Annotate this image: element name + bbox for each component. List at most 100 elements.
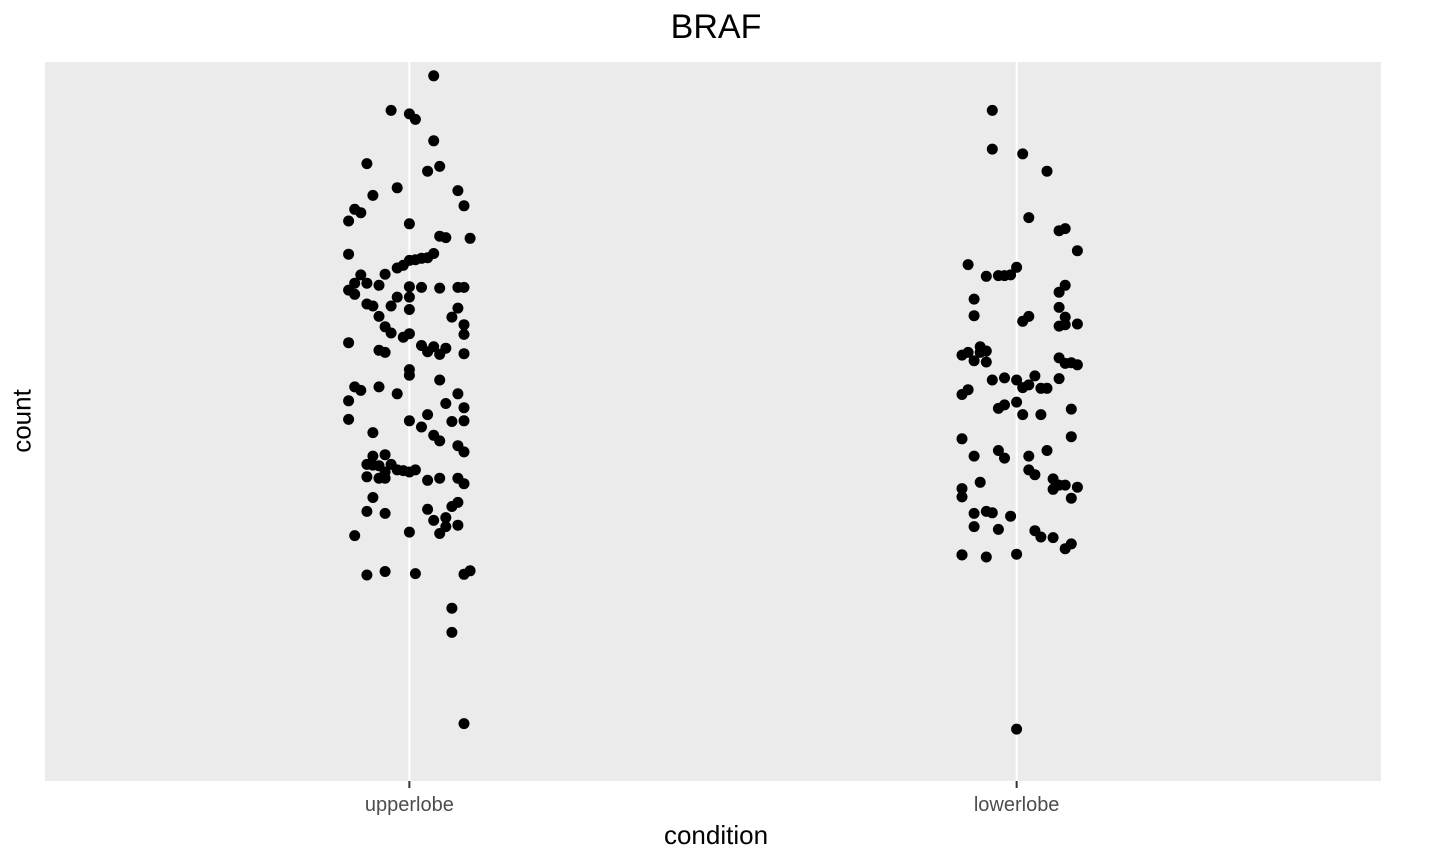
y-axis-label: count [6, 389, 37, 453]
data-point-lowerlobe-57 [1023, 450, 1035, 462]
data-point-upperlobe-122 [446, 626, 458, 638]
data-point-lowerlobe-59 [1041, 445, 1053, 456]
data-point-upperlobe-44 [403, 304, 415, 315]
data-point-upperlobe-4 [428, 135, 440, 147]
data-point-upperlobe-110 [428, 514, 440, 526]
data-point-upperlobe-88 [361, 458, 373, 470]
data-point-upperlobe-0 [428, 70, 440, 82]
data-point-upperlobe-28 [355, 269, 367, 281]
data-point-lowerlobe-74 [1005, 510, 1017, 522]
data-point-upperlobe-5 [361, 158, 373, 170]
data-point-lowerlobe-37 [986, 374, 998, 386]
data-point-upperlobe-99 [367, 492, 379, 503]
data-point-upperlobe-69 [343, 395, 355, 407]
data-point-upperlobe-48 [458, 319, 470, 331]
data-point-upperlobe-7 [422, 165, 434, 177]
data-point-upperlobe-27 [379, 268, 391, 280]
data-point-upperlobe-42 [367, 300, 379, 312]
data-point-lowerlobe-84 [1011, 548, 1023, 560]
data-point-upperlobe-114 [403, 526, 415, 538]
data-point-upperlobe-94 [422, 474, 434, 486]
data-point-upperlobe-65 [403, 369, 415, 381]
data-point-upperlobe-61 [434, 348, 446, 360]
data-point-lowerlobe-62 [1029, 469, 1041, 481]
data-point-upperlobe-46 [373, 310, 385, 322]
data-point-upperlobe-71 [452, 388, 464, 400]
data-point-lowerlobe-58 [999, 452, 1010, 464]
data-point-lowerlobe-36 [1053, 373, 1065, 385]
data-point-lowerlobe-83 [980, 551, 992, 563]
data-point-lowerlobe-38 [999, 372, 1010, 384]
data-point-upperlobe-72 [440, 398, 452, 409]
data-point-upperlobe-68 [355, 384, 367, 396]
data-point-upperlobe-6 [434, 160, 446, 172]
data-point-upperlobe-43 [385, 300, 397, 312]
data-point-lowerlobe-12 [1005, 269, 1017, 281]
data-point-upperlobe-33 [416, 281, 427, 293]
data-point-lowerlobe-9 [980, 270, 992, 282]
data-point-lowerlobe-55 [968, 450, 980, 462]
data-point-upperlobe-53 [343, 337, 355, 349]
data-point-upperlobe-85 [367, 450, 379, 462]
data-point-upperlobe-14 [343, 215, 355, 227]
data-point-lowerlobe-53 [956, 433, 968, 445]
data-point-upperlobe-100 [403, 466, 415, 478]
x-tick-label-upperlobe: upperlobe [365, 794, 454, 816]
data-point-lowerlobe-50 [1017, 409, 1029, 421]
data-point-upperlobe-15 [403, 218, 415, 230]
data-point-upperlobe-45 [452, 302, 464, 314]
data-point-lowerlobe-23 [1059, 311, 1071, 323]
data-point-lowerlobe-69 [1065, 492, 1077, 504]
data-point-lowerlobe-3 [1041, 165, 1053, 177]
data-point-lowerlobe-86 [1011, 723, 1023, 735]
data-point-upperlobe-70 [391, 388, 403, 400]
data-point-lowerlobe-67 [1071, 481, 1083, 493]
data-point-upperlobe-117 [379, 566, 391, 577]
data-point-lowerlobe-6 [1059, 223, 1071, 235]
data-point-upperlobe-98 [391, 464, 403, 476]
data-point-lowerlobe-44 [1035, 382, 1047, 394]
data-point-upperlobe-50 [385, 327, 397, 339]
data-point-upperlobe-52 [458, 328, 470, 340]
data-point-upperlobe-113 [349, 530, 361, 542]
data-point-upperlobe-11 [458, 200, 470, 212]
data-point-upperlobe-103 [458, 478, 470, 490]
data-point-upperlobe-82 [434, 435, 446, 447]
data-point-upperlobe-115 [434, 528, 446, 539]
data-point-upperlobe-13 [355, 207, 367, 219]
data-point-lowerlobe-7 [1071, 245, 1083, 257]
data-point-lowerlobe-42 [1023, 379, 1035, 391]
data-point-upperlobe-121 [446, 602, 458, 614]
data-point-upperlobe-60 [422, 346, 434, 358]
data-point-lowerlobe-81 [1059, 543, 1071, 555]
data-point-lowerlobe-29 [956, 349, 968, 361]
data-point-upperlobe-78 [458, 415, 470, 427]
data-point-upperlobe-118 [409, 568, 421, 580]
data-point-upperlobe-101 [434, 472, 446, 484]
data-point-lowerlobe-46 [956, 389, 968, 400]
data-point-upperlobe-74 [343, 413, 355, 425]
data-point-lowerlobe-4 [1023, 212, 1035, 224]
plot-panel [45, 62, 1381, 781]
data-point-upperlobe-116 [361, 569, 373, 581]
data-point-upperlobe-75 [403, 415, 415, 427]
data-point-upperlobe-38 [349, 288, 361, 300]
data-point-upperlobe-108 [446, 501, 458, 512]
x-axis: upperlobe lowerlobe [365, 781, 1059, 816]
data-point-upperlobe-120 [458, 568, 470, 580]
data-point-lowerlobe-39 [1011, 374, 1023, 386]
data-point-lowerlobe-1 [986, 143, 998, 155]
data-point-upperlobe-40 [403, 291, 415, 303]
data-point-upperlobe-30 [361, 277, 373, 289]
data-point-upperlobe-80 [416, 421, 427, 433]
data-point-lowerlobe-56 [974, 476, 986, 488]
data-point-lowerlobe-60 [992, 445, 1004, 456]
chart-title: BRAF [670, 8, 762, 46]
data-point-lowerlobe-85 [956, 549, 968, 561]
data-point-upperlobe-73 [458, 402, 470, 414]
data-point-lowerlobe-18 [968, 310, 980, 322]
data-point-lowerlobe-30 [968, 355, 980, 367]
data-point-lowerlobe-73 [986, 507, 998, 519]
